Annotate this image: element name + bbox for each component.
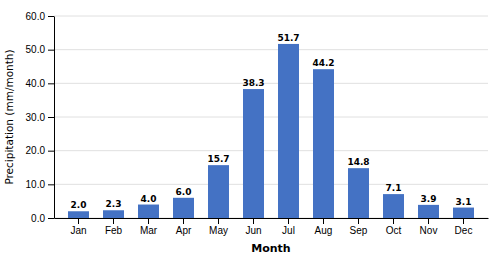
data-label: 51.7 (277, 33, 299, 43)
x-tick-label: May (209, 225, 228, 236)
y-tick: 50.0 (26, 44, 54, 55)
bar (68, 211, 89, 218)
bar (278, 44, 299, 218)
bar (243, 89, 264, 218)
x-tick-label: Nov (420, 225, 438, 236)
grid-line (54, 16, 488, 17)
x-tick-mark (183, 218, 184, 224)
data-label: 14.8 (347, 157, 369, 167)
y-tick-label: 40.0 (26, 78, 46, 89)
grid-line (54, 117, 488, 118)
x-tick-label: Dec (455, 225, 473, 236)
grid (54, 16, 488, 218)
data-label: 6.0 (176, 187, 192, 197)
x-tick: Dec (455, 218, 473, 236)
y-axis: 0.0 10.0 20.0 30.0 40.0 50.0 60.0 (26, 11, 55, 224)
y-tick-label: 50.0 (26, 44, 46, 55)
y-tick: 0.0 (31, 213, 54, 224)
y-tick: 30.0 (26, 112, 54, 123)
y-tick-mark (48, 50, 54, 51)
bar (383, 194, 404, 218)
x-tick-mark (358, 218, 359, 224)
x-tick-mark (288, 218, 289, 224)
x-tick: Mar (140, 218, 158, 236)
grid-line (54, 150, 488, 151)
grid-line (54, 49, 488, 50)
chart-svg: 2.0 2.3 4.0 6.0 15.7 38.3 51.7 44.2 14.8 7.1 3.9 3.… (0, 0, 500, 258)
x-tick: Jun (245, 218, 261, 236)
y-tick-mark (48, 117, 54, 118)
bar (313, 69, 334, 218)
x-tick-mark (428, 218, 429, 224)
x-tick-mark (323, 218, 324, 224)
bar (173, 198, 194, 218)
x-tick-mark (218, 218, 219, 224)
data-label: 2.0 (71, 200, 87, 210)
axis-line (54, 17, 55, 219)
y-tick-label: 30.0 (26, 112, 46, 123)
bar (138, 205, 159, 218)
x-tick-label: Mar (140, 225, 158, 236)
bar (418, 205, 439, 218)
bars (68, 44, 474, 218)
x-tick: Nov (420, 218, 438, 236)
y-tick: 60.0 (26, 11, 54, 22)
y-tick: 20.0 (26, 145, 54, 156)
y-tick-label: 60.0 (26, 11, 46, 22)
y-tick-mark (48, 83, 54, 84)
bar (208, 165, 229, 218)
x-tick-mark (463, 218, 464, 224)
x-tick-label: Sep (350, 225, 368, 236)
y-tick-mark (48, 16, 54, 17)
x-tick: Feb (105, 218, 123, 236)
x-tick: Aug (315, 218, 333, 236)
x-tick-label: Aug (315, 225, 333, 236)
data-label: 38.3 (242, 78, 264, 88)
bar (453, 208, 474, 218)
grid-line (54, 83, 488, 84)
x-tick-mark (393, 218, 394, 224)
x-tick-label: Apr (176, 225, 192, 236)
y-tick-label: 10.0 (26, 179, 46, 190)
y-tick: 10.0 (26, 179, 54, 190)
x-tick-label: Jan (70, 225, 86, 236)
y-tick-mark (48, 151, 54, 152)
x-tick-label: Jul (282, 225, 295, 236)
y-tick-mark (48, 218, 54, 219)
data-label: 7.1 (386, 183, 402, 193)
data-label: 15.7 (207, 154, 229, 164)
plot: 2.0 2.3 4.0 6.0 15.7 38.3 51.7 44.2 14.8 7.1 3.9 3.… (26, 11, 489, 236)
y-tick-mark (48, 184, 54, 185)
grid-line (54, 184, 488, 185)
y-axis-title: Precipitation (mm/month) (3, 49, 15, 184)
x-tick: May (209, 218, 228, 236)
x-tick: Apr (176, 218, 192, 236)
chart-container: 2.0 2.3 4.0 6.0 15.7 38.3 51.7 44.2 14.8 7.1 3.9 3.… (0, 0, 500, 258)
data-labels: 2.0 2.3 4.0 6.0 15.7 38.3 51.7 44.2 14.8 7.1 3.9 3.… (71, 33, 472, 210)
data-label: 4.0 (141, 194, 157, 204)
x-tick: Sep (350, 218, 368, 236)
x-tick: Jan (70, 218, 86, 236)
axis-line (55, 218, 489, 219)
x-tick-mark (148, 218, 149, 224)
data-label: 44.2 (312, 58, 334, 68)
x-tick-label: Feb (105, 225, 123, 236)
bar (348, 168, 369, 218)
x-tick-mark (78, 218, 79, 224)
x-tick-label: Jun (245, 225, 261, 236)
y-tick-label: 20.0 (26, 145, 46, 156)
y-tick-label: 0.0 (31, 213, 45, 224)
y-tick: 40.0 (26, 78, 54, 89)
x-tick: Jul (282, 218, 295, 236)
data-label: 2.3 (106, 199, 122, 209)
x-tick-mark (253, 218, 254, 224)
x-tick: Oct (386, 218, 402, 236)
data-label: 3.9 (421, 194, 437, 204)
bar (103, 210, 124, 218)
x-tick-mark (113, 218, 114, 224)
data-label: 3.1 (456, 197, 472, 207)
x-tick-label: Oct (386, 225, 402, 236)
x-axis-title: Month (251, 242, 290, 255)
x-axis: Jan Feb Mar Apr May Jun Jul Aug Sep Oct Nov Dec (55, 218, 489, 236)
